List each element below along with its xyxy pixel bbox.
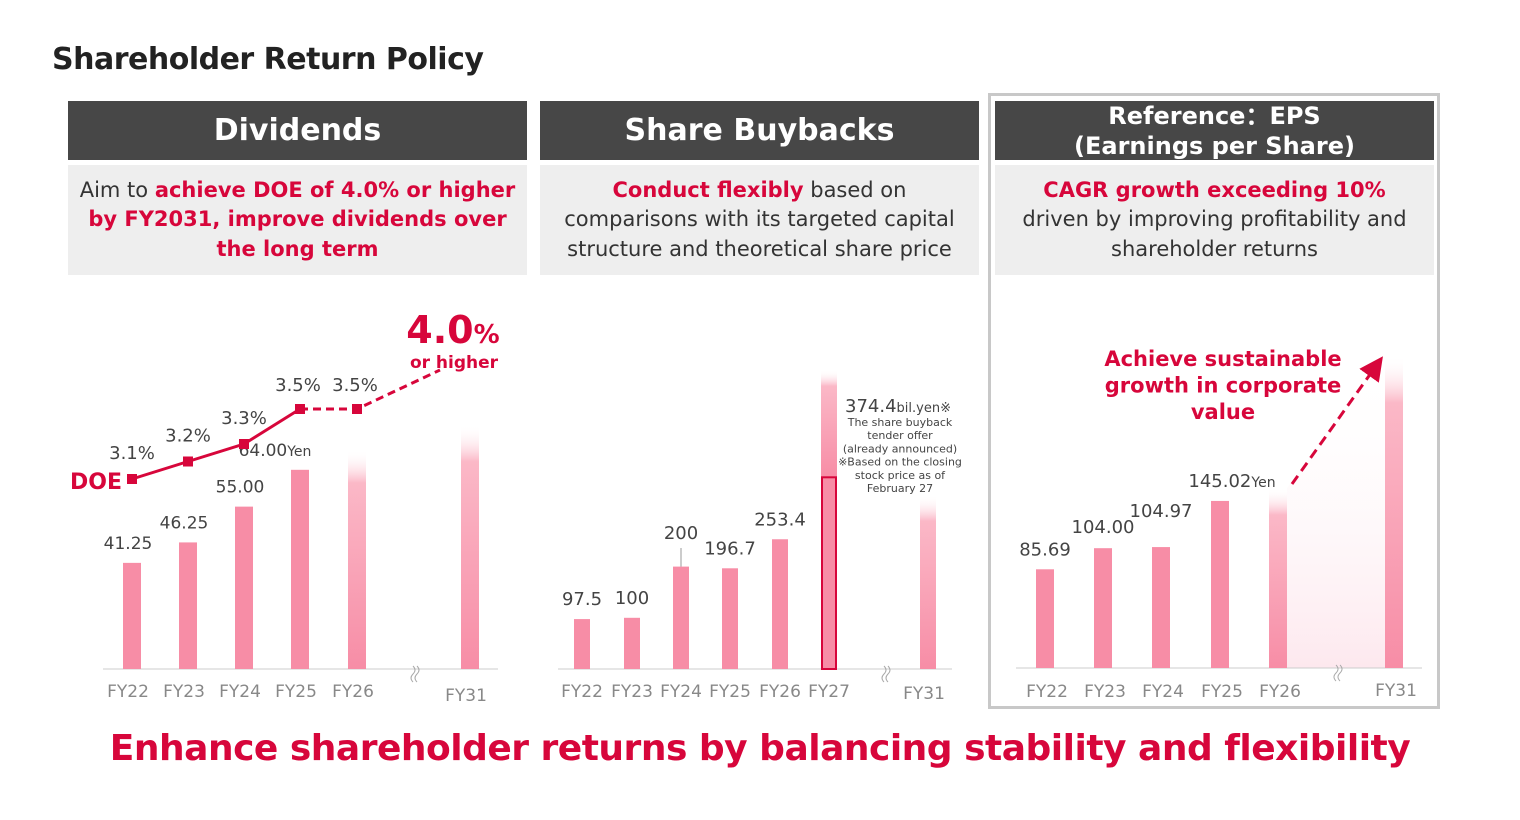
x-tick-label: FY31 <box>445 686 487 706</box>
buyback-data-label: 97.5 <box>562 589 602 610</box>
x-tick-label: FY26 <box>332 682 374 702</box>
buyback-annotation-line: tender offer <box>867 429 933 442</box>
buyback-bar <box>574 619 590 669</box>
buyback-data-label: 253.4 <box>754 509 806 530</box>
buyback-bar <box>624 617 640 669</box>
doe-data-label: 3.2% <box>165 426 211 447</box>
axis-break-icon <box>1333 664 1343 682</box>
growth-arrow-icon <box>1290 356 1383 485</box>
eps-description: CAGR growth exceeding 10% driven by impr… <box>995 165 1434 275</box>
eps-growth-area <box>1287 355 1385 668</box>
doe-data-label: 3.1% <box>109 443 155 464</box>
x-tick-label: FY24 <box>660 682 702 702</box>
buyback-annotation-line: (already announced) <box>843 442 957 455</box>
buyback-annotation-line: ※Based on the closing <box>838 456 962 469</box>
dividend-data-label: 46.25 <box>160 513 209 533</box>
eps-annotation-line: value <box>1191 400 1255 424</box>
doe-target-label: 4.0% <box>406 308 499 352</box>
buyback-annotation-line: stock price as of <box>855 469 946 482</box>
eps-bar <box>1036 569 1054 668</box>
buyback-data-label: 100 <box>615 588 649 609</box>
x-tick-label: FY25 <box>709 682 751 702</box>
eps-panel-frame <box>988 93 1440 709</box>
x-tick-label: FY27 <box>808 682 850 702</box>
bottom-message: Enhance shareholder returns by balancing… <box>109 728 1411 769</box>
eps-bar <box>1094 548 1112 668</box>
eps-bar <box>1152 547 1170 668</box>
dividend-bar <box>123 562 141 669</box>
dividends-header: Dividends <box>68 101 527 160</box>
buybacks-header: Share Buybacks <box>540 101 979 160</box>
eps-data-label: 85.69 <box>1019 539 1071 560</box>
x-tick-label: FY22 <box>107 682 149 702</box>
x-tick-label: FY24 <box>219 682 261 702</box>
x-tick-label: FY23 <box>611 682 653 702</box>
dividend-bar <box>179 542 197 669</box>
buyback-annotation-line: The share buyback <box>847 416 953 429</box>
doe-data-label: 3.5% <box>332 375 378 396</box>
dividend-forecast-bar <box>348 450 366 669</box>
buyback-bar <box>722 568 738 669</box>
eps-header-line2: (Earnings per Share) <box>1074 131 1355 160</box>
dividend-data-label: 64.00Yen <box>239 441 312 461</box>
x-tick-label: FY22 <box>1026 682 1068 702</box>
x-tick-label: FY31 <box>903 684 945 704</box>
buybacks-description: Conduct flexibly based on comparisons wi… <box>540 165 979 275</box>
doe-label: DOE <box>70 470 122 495</box>
buyback-forecast-bar <box>920 495 936 669</box>
doe-marker <box>183 456 193 467</box>
eps-bar <box>1211 500 1229 668</box>
buyback-data-label: 200 <box>664 523 698 544</box>
dividend-data-label: 41.25 <box>104 534 153 554</box>
eps-data-label: 104.00 <box>1072 517 1135 538</box>
eps-data-label: 104.97 <box>1130 501 1193 522</box>
page-title: Shareholder Return Policy <box>52 42 484 77</box>
buyback-annotation-value: 374.4bil.yen※ <box>845 396 951 417</box>
doe-marker <box>127 474 137 484</box>
doe-data-label: 3.5% <box>275 375 321 396</box>
buyback-data-label: 196.7 <box>704 538 756 559</box>
doe-line <box>131 407 301 481</box>
doe-target-sub: or higher <box>410 353 499 373</box>
doe-data-label: 3.3% <box>221 408 267 429</box>
dividend-bar <box>291 469 309 669</box>
eps-header-line1: Reference：EPS <box>1108 101 1321 130</box>
eps-header: Reference：EPS (Earnings per Share) <box>995 101 1434 160</box>
x-tick-label: FY22 <box>561 682 603 702</box>
buyback-forecast-bar <box>821 370 837 478</box>
buyback-tender-offer-bar <box>821 476 837 670</box>
x-tick-label: FY26 <box>1259 682 1301 702</box>
buyback-bar <box>772 539 788 669</box>
x-tick-label: FY24 <box>1142 682 1184 702</box>
axis-break-icon <box>410 665 420 683</box>
eps-forecast-bar <box>1269 488 1287 668</box>
axis-break-icon <box>881 665 891 683</box>
eps-data-label: 145.02Yen <box>1188 471 1275 492</box>
buybacks-desc-highlight: Conduct flexibly <box>612 177 804 202</box>
dividend-data-label: 55.00 <box>216 478 265 498</box>
buyback-annotation-line: February 27 <box>867 482 933 495</box>
dividend-bar <box>235 506 253 669</box>
doe-marker <box>352 404 362 414</box>
eps-forecast-bar <box>1385 356 1403 668</box>
eps-annotation-line: growth in corporate <box>1105 374 1341 398</box>
x-tick-label: FY25 <box>1201 682 1243 702</box>
dividend-forecast-bar <box>461 425 479 669</box>
doe-marker <box>239 439 249 449</box>
x-tick-label: FY23 <box>1084 682 1126 702</box>
x-tick-label: FY25 <box>275 682 317 702</box>
eps-desc-highlight: CAGR growth exceeding 10% <box>1043 177 1386 202</box>
x-tick-label: FY31 <box>1375 681 1417 701</box>
buyback-bar <box>673 566 689 669</box>
x-tick-label: FY23 <box>163 682 205 702</box>
dividends-description: Aim to achieve DOE of 4.0% or higher by … <box>68 165 527 275</box>
dividends-desc-highlight: achieve DOE of 4.0% or higher by FY2031,… <box>88 177 516 261</box>
dividends-desc-pre: Aim to <box>79 177 155 202</box>
buybacks-desc-post: based on comparisons with its targeted c… <box>564 177 955 261</box>
eps-annotation-line: Achieve sustainable <box>1104 347 1341 371</box>
eps-desc-post: driven by improving profitability and sh… <box>1022 207 1407 261</box>
doe-marker <box>295 404 305 414</box>
x-tick-label: FY26 <box>759 682 801 702</box>
